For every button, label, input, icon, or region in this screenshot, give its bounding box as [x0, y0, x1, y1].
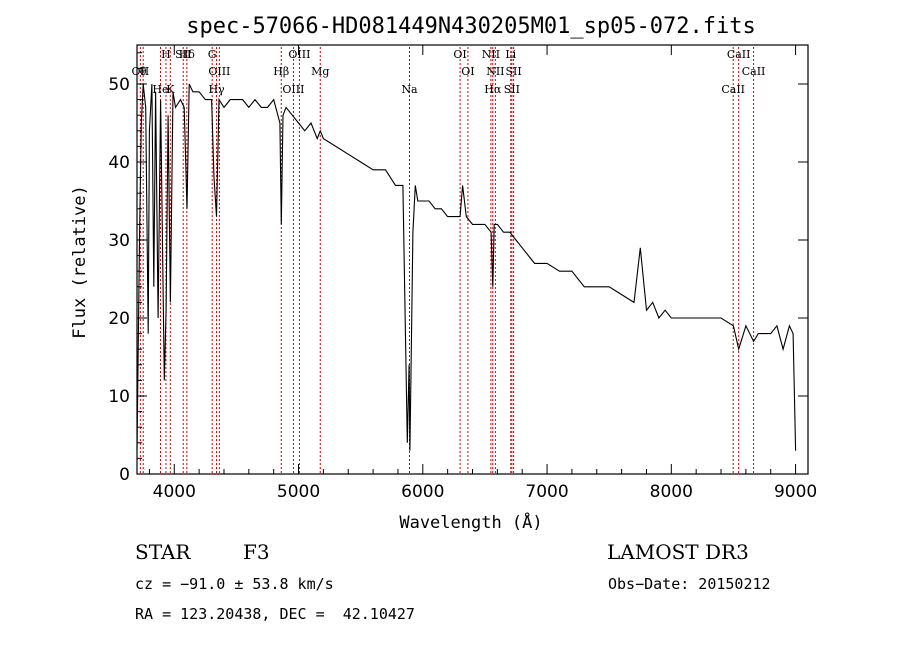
spectral-line-label: H [161, 48, 171, 61]
spectral-line-label: CaII [742, 65, 766, 78]
spectral-line-label: θ [140, 65, 147, 78]
y-tick-label: 50 [108, 75, 130, 95]
spectral-line-label: OIII [288, 48, 310, 61]
spectral-line-label: NII [482, 48, 500, 61]
redshift-velocity: cz = −91.0 ± 53.8 km/s [135, 575, 334, 593]
spectral-line-label: SII [504, 83, 520, 96]
object-subclass: F3 [243, 540, 270, 564]
survey-name: LAMOST DR3 [607, 540, 749, 564]
object-class: STAR [135, 540, 191, 564]
spectral-line-label: Hβ [273, 65, 289, 78]
spectral-line-label: Mg [311, 65, 329, 78]
spectral-line-label: He [152, 83, 168, 96]
spectral-line-label: NII [486, 65, 504, 78]
spectral-line-label: Na [401, 83, 418, 96]
spectral-line-label: SII [506, 65, 522, 78]
coordinates: RA = 123.20438, DEC = 42.10427 [135, 605, 415, 623]
y-tick-label: 20 [108, 309, 130, 329]
spectral-line-label: CaII [721, 83, 745, 96]
y-tick-label: 0 [119, 465, 130, 485]
y-tick-label: 30 [108, 231, 130, 251]
spectral-line-label: OIII [208, 65, 230, 78]
y-tick-label: 40 [108, 153, 130, 173]
x-axis-label: Wavelength (Å) [399, 511, 542, 533]
spectral-line-label: Li [505, 48, 516, 61]
spectral-line-label: G [208, 48, 217, 61]
chart-title: spec-57066-HD081449N430205M01_sp05-072.f… [186, 14, 756, 39]
x-tick-label: 5000 [277, 482, 320, 502]
spectral-line-label: Hα [484, 83, 502, 96]
plot-frame [136, 44, 809, 475]
x-tick-label: 7000 [525, 482, 568, 502]
spectral-line-label: OI [453, 48, 466, 61]
spectral-line-label: OIII [282, 83, 304, 96]
spectral-line-label: K [166, 83, 175, 96]
x-tick-label: 6000 [401, 482, 444, 502]
spectral-line-label: OII [131, 65, 149, 78]
y-axis-label: Flux (relative) [70, 185, 90, 339]
spectral-line-label: SII [175, 48, 191, 61]
y-tick-label: 10 [108, 387, 130, 407]
spectral-line-label: Hδ [179, 48, 196, 61]
x-tick-label: 4000 [153, 482, 196, 502]
spectral-line-label: Hγ [208, 83, 225, 96]
spectral-line-label: OI [461, 65, 474, 78]
spectrum-line [136, 83, 797, 451]
x-tick-label: 8000 [650, 482, 693, 502]
x-tick-label: 9000 [774, 482, 817, 502]
observation-date: Obs−Date: 20150212 [608, 575, 771, 593]
spectral-line-label: CaII [727, 48, 751, 61]
